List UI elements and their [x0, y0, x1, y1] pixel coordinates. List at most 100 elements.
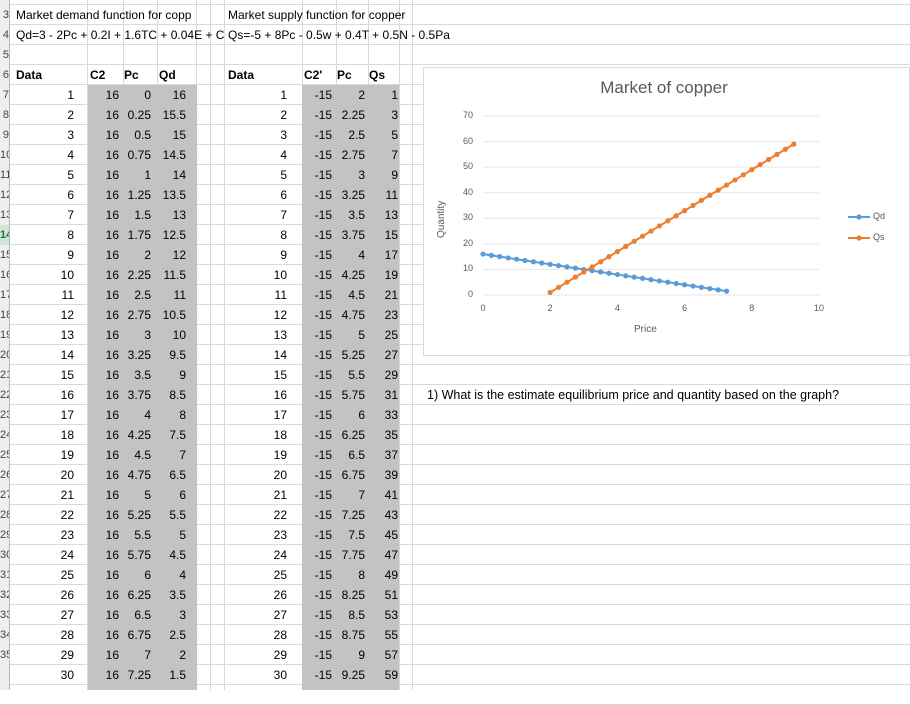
demand-qd-cell[interactable]: 3.5	[169, 588, 186, 602]
data-point-qd[interactable]	[606, 270, 612, 276]
row-header[interactable]: 32	[0, 589, 9, 601]
supply-pc-cell[interactable]: 2.5	[348, 128, 365, 142]
supply-pc-cell[interactable]: 7.25	[341, 508, 365, 522]
data-point-qd[interactable]	[530, 259, 536, 265]
data-point-qd[interactable]	[505, 255, 511, 261]
data-point-qs[interactable]	[665, 218, 671, 224]
row-header[interactable]: 9	[2, 129, 9, 141]
supply-pc-cell[interactable]: 7.75	[341, 548, 365, 562]
supply-pc-cell[interactable]: 6.75	[341, 468, 365, 482]
supply-qs-cell[interactable]: 25	[384, 328, 398, 342]
demand-qd-cell[interactable]: 5	[179, 528, 186, 542]
demand-qd-cell[interactable]: 14.5	[162, 148, 186, 162]
row-header[interactable]: 18	[0, 309, 9, 321]
supply-data-cell[interactable]: 29	[273, 648, 287, 662]
data-point-qs[interactable]	[547, 289, 553, 296]
data-point-qd[interactable]	[556, 262, 562, 269]
supply-data-cell[interactable]: 9	[280, 248, 287, 262]
supply-qs-cell[interactable]: 5	[391, 128, 398, 142]
supply-pc-cell[interactable]: 4.5	[348, 288, 365, 302]
demand-qd-cell[interactable]: 2.5	[169, 628, 186, 642]
supply-pc-cell[interactable]: 2.25	[341, 108, 365, 122]
demand-c2-cell[interactable]: 16	[105, 368, 119, 382]
demand-data-cell[interactable]: 12	[60, 308, 74, 322]
supply-data-cell[interactable]: 14	[273, 348, 287, 362]
supply-c2prime-cell[interactable]: -15	[314, 208, 332, 222]
demand-c2-cell[interactable]: 16	[105, 268, 119, 282]
demand-c2-cell[interactable]: 16	[105, 248, 119, 262]
row-header[interactable]: 30	[0, 549, 9, 561]
supply-qs-cell[interactable]: 49	[384, 568, 398, 582]
row-header[interactable]: 34	[0, 629, 9, 641]
supply-c2prime-cell[interactable]: -15	[314, 468, 332, 482]
demand-c2-cell[interactable]: 16	[105, 148, 119, 162]
supply-qs-cell[interactable]: 21	[384, 288, 398, 302]
demand-c2-cell[interactable]: 16	[105, 288, 119, 302]
supply-data-cell[interactable]: 18	[273, 428, 287, 442]
demand-pc-cell[interactable]: 7	[144, 648, 151, 662]
demand-qd-cell[interactable]: 10	[172, 328, 186, 342]
demand-header-data[interactable]: Data	[16, 68, 43, 82]
demand-qd-cell[interactable]: 9	[179, 368, 186, 382]
data-point-qs[interactable]	[791, 141, 797, 147]
demand-c2-cell[interactable]: 16	[105, 428, 119, 442]
supply-c2prime-cell[interactable]: -15	[314, 348, 332, 362]
supply-qs-cell[interactable]: 41	[384, 488, 398, 502]
supply-qs-cell[interactable]: 11	[385, 188, 398, 202]
demand-qd-cell[interactable]: 8.5	[169, 388, 186, 402]
supply-data-cell[interactable]: 4	[280, 148, 287, 162]
supply-data-cell[interactable]: 13	[273, 328, 287, 342]
demand-pc-cell[interactable]: 2	[144, 248, 151, 262]
row-header[interactable]: 35	[0, 649, 9, 661]
supply-qs-cell[interactable]: 27	[384, 348, 398, 362]
data-point-qd[interactable]	[648, 277, 654, 283]
data-point-qs[interactable]	[707, 192, 713, 198]
data-point-qs[interactable]	[766, 156, 772, 163]
demand-data-cell[interactable]: 17	[60, 408, 74, 422]
demand-qd-cell[interactable]: 7	[179, 448, 186, 462]
demand-pc-cell[interactable]: 0.75	[127, 148, 151, 162]
demand-qd-cell[interactable]: 13.5	[162, 188, 186, 202]
demand-data-cell[interactable]: 14	[60, 348, 74, 362]
supply-pc-cell[interactable]: 5.25	[341, 348, 365, 362]
demand-c2-cell[interactable]: 16	[105, 308, 119, 322]
demand-c2-cell[interactable]: 16	[105, 628, 119, 642]
row-header[interactable]: 15	[0, 249, 9, 261]
demand-pc-cell[interactable]: 0.25	[127, 108, 151, 122]
supply-qs-cell[interactable]: 13	[384, 208, 398, 222]
demand-qd-cell[interactable]: 9.5	[169, 348, 186, 362]
supply-data-cell[interactable]: 1	[280, 88, 287, 102]
demand-c2-cell[interactable]: 16	[105, 488, 119, 502]
demand-qd-cell[interactable]: 13	[172, 208, 186, 222]
row-header[interactable]: 14	[0, 225, 9, 245]
demand-c2-cell[interactable]: 16	[105, 328, 119, 342]
demand-qd-cell[interactable]: 11	[173, 288, 186, 302]
supply-data-cell[interactable]: 30	[273, 668, 287, 682]
demand-c2-cell[interactable]: 16	[105, 228, 119, 242]
demand-c2-cell[interactable]: 16	[105, 348, 119, 362]
data-point-qd[interactable]	[724, 288, 730, 294]
demand-data-cell[interactable]: 7	[67, 208, 74, 222]
demand-data-cell[interactable]: 20	[60, 468, 74, 482]
supply-c2prime-cell[interactable]: -15	[314, 108, 332, 122]
supply-data-cell[interactable]: 2	[280, 108, 287, 122]
demand-data-cell[interactable]: 19	[60, 448, 74, 462]
demand-data-cell[interactable]: 28	[60, 628, 74, 642]
supply-qs-cell[interactable]: 57	[384, 648, 398, 662]
supply-data-cell[interactable]: 23	[273, 528, 287, 542]
data-point-qd[interactable]	[698, 284, 704, 290]
demand-data-cell[interactable]: 26	[60, 588, 74, 602]
supply-pc-cell[interactable]: 7	[358, 488, 365, 502]
supply-c2prime-cell[interactable]: -15	[314, 568, 332, 582]
data-point-qs[interactable]	[598, 259, 604, 265]
supply-c2prime-cell[interactable]: -15	[314, 408, 332, 422]
demand-pc-cell[interactable]: 1.75	[127, 228, 151, 242]
supply-qs-cell[interactable]: 53	[384, 608, 398, 622]
supply-pc-cell[interactable]: 8.25	[341, 588, 365, 602]
supply-c2prime-cell[interactable]: -15	[314, 588, 332, 602]
demand-pc-cell[interactable]: 4.75	[127, 468, 151, 482]
demand-qd-cell[interactable]: 11.5	[163, 268, 186, 282]
demand-c2-cell[interactable]: 16	[105, 668, 119, 682]
supply-pc-cell[interactable]: 6	[358, 408, 365, 422]
data-point-qd[interactable]	[623, 273, 629, 279]
